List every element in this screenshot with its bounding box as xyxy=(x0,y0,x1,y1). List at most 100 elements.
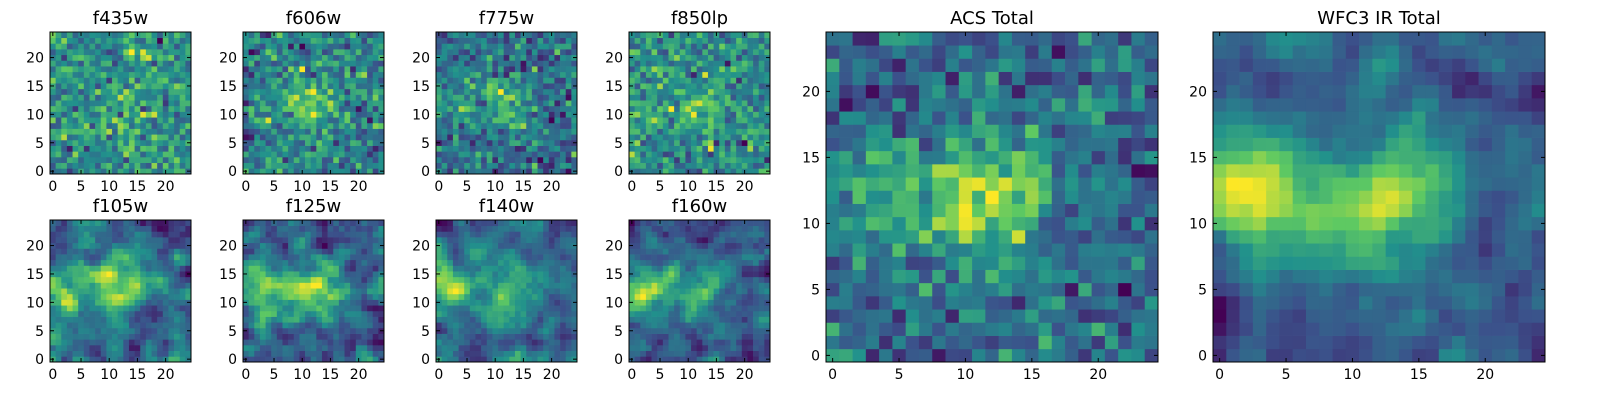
heatmap-cell xyxy=(758,43,765,50)
heatmap-cell xyxy=(645,310,652,317)
heatmap-cell xyxy=(486,316,493,323)
heatmap-cell xyxy=(151,282,158,289)
heatmap-cell xyxy=(520,162,527,169)
heatmap-cell xyxy=(713,333,720,340)
heatmap-cell xyxy=(338,168,345,175)
heatmap-cell xyxy=(758,128,765,135)
heatmap-cell xyxy=(128,94,135,101)
heatmap-cell xyxy=(151,271,158,278)
heatmap-cell xyxy=(452,32,459,39)
heatmap-cell xyxy=(464,299,471,306)
heatmap-cell xyxy=(543,32,550,39)
heatmap-cell xyxy=(151,276,158,283)
heatmap-cell xyxy=(668,37,675,44)
heatmap-cell xyxy=(293,162,300,169)
heatmap-cell xyxy=(174,220,181,227)
y-tick-label: 10 xyxy=(219,107,237,123)
heatmap-cell xyxy=(645,49,652,56)
heatmap-cell xyxy=(554,88,561,95)
heatmap-cell xyxy=(276,134,283,141)
heatmap-cell xyxy=(117,71,124,78)
heatmap-cell xyxy=(259,248,266,255)
heatmap-cell xyxy=(724,316,731,323)
heatmap-cell xyxy=(83,276,90,283)
heatmap-cell xyxy=(543,134,550,141)
heatmap-cell xyxy=(543,276,550,283)
heatmap-cell xyxy=(145,248,152,255)
heatmap-cell xyxy=(554,265,561,272)
heatmap-cell xyxy=(707,54,714,61)
heatmap-cell xyxy=(299,71,306,78)
heatmap-cell xyxy=(123,111,130,118)
heatmap-cell xyxy=(481,32,488,39)
heatmap-cell xyxy=(243,322,249,329)
heatmap-cell xyxy=(736,94,743,101)
heatmap-cell xyxy=(691,344,698,351)
heatmap-cell xyxy=(492,145,499,152)
heatmap-cell xyxy=(498,265,505,272)
heatmap-cell xyxy=(276,139,283,146)
heatmap-cell xyxy=(565,32,572,39)
heatmap-cell xyxy=(151,254,158,261)
heatmap-cell xyxy=(140,293,147,300)
heatmap-cell xyxy=(629,156,635,163)
heatmap-cell xyxy=(560,276,567,283)
heatmap-cell xyxy=(78,339,85,346)
heatmap-cell xyxy=(696,43,703,50)
heatmap-cell xyxy=(645,105,652,112)
heatmap-cell xyxy=(344,344,351,351)
heatmap-cell xyxy=(123,168,130,175)
heatmap-cell xyxy=(458,49,465,56)
heatmap-cell xyxy=(265,237,272,244)
heatmap-cell xyxy=(355,237,362,244)
heatmap-cell xyxy=(554,37,561,44)
heatmap-cell xyxy=(321,66,328,73)
heatmap-cell xyxy=(72,248,79,255)
heatmap-cell xyxy=(89,66,96,73)
heatmap-cell xyxy=(276,151,283,158)
heatmap-cell xyxy=(464,242,471,249)
heatmap-cell xyxy=(492,111,499,118)
heatmap-cell xyxy=(310,310,317,317)
heatmap-cell xyxy=(441,288,448,295)
heatmap-cell xyxy=(719,139,726,146)
heatmap-cell xyxy=(157,271,164,278)
y-tick-label: 20 xyxy=(219,51,237,67)
heatmap-cell xyxy=(134,60,141,67)
heatmap-cell xyxy=(741,100,748,107)
heatmap-cell xyxy=(123,248,130,255)
heatmap-cell xyxy=(350,100,357,107)
heatmap-cell xyxy=(282,339,289,346)
heatmap-cell xyxy=(436,276,442,283)
heatmap-cell xyxy=(548,327,555,334)
heatmap-cell xyxy=(117,242,124,249)
heatmap-cell xyxy=(674,333,681,340)
heatmap-cell xyxy=(157,156,164,163)
heatmap-cell xyxy=(145,105,152,112)
heatmap-cell xyxy=(702,288,709,295)
panel-title: f850lp xyxy=(671,8,728,29)
heatmap-cell xyxy=(526,156,533,163)
heatmap-cell xyxy=(452,156,459,163)
heatmap-cell xyxy=(554,225,561,232)
heatmap-cell xyxy=(95,299,102,306)
heatmap-cell xyxy=(509,288,516,295)
heatmap-cell xyxy=(66,168,73,175)
heatmap-cell xyxy=(537,71,544,78)
heatmap-cell xyxy=(367,122,374,129)
heatmap-cell xyxy=(651,299,658,306)
heatmap-cell xyxy=(248,162,255,169)
heatmap-cell xyxy=(492,156,499,163)
heatmap-cell xyxy=(344,305,351,312)
heatmap-cell xyxy=(282,265,289,272)
heatmap-cell xyxy=(520,49,527,56)
heatmap-cell xyxy=(162,162,169,169)
heatmap-cell xyxy=(112,43,119,50)
heatmap-cell xyxy=(299,134,306,141)
heatmap-cell xyxy=(436,305,442,312)
heatmap-cell xyxy=(458,145,465,152)
heatmap-cell xyxy=(140,254,147,261)
heatmap-cell xyxy=(344,60,351,67)
heatmap-cell xyxy=(61,49,68,56)
heatmap-cell xyxy=(361,88,368,95)
